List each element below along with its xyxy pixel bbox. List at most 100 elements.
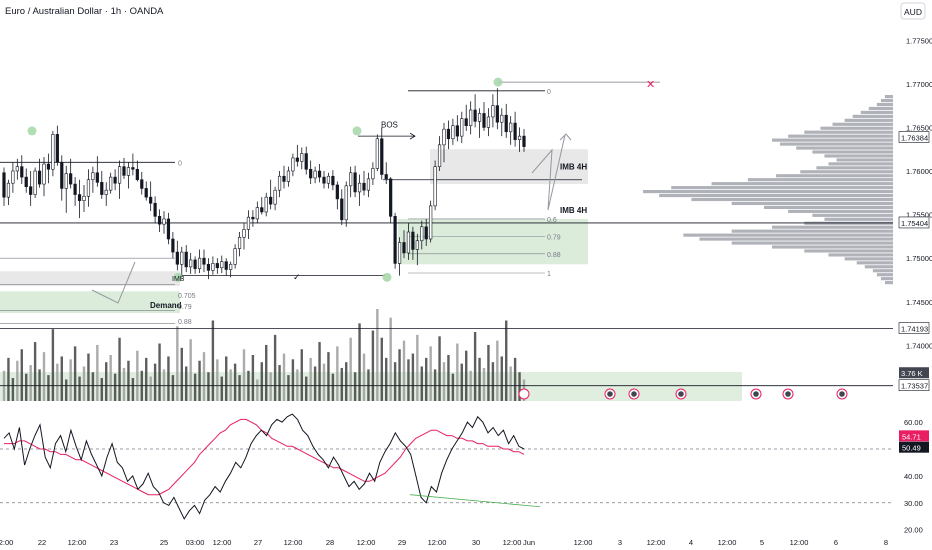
calendar-event-icon[interactable] (604, 388, 616, 400)
profile-bin (820, 126, 893, 130)
candle-body (193, 259, 197, 269)
profile-bin (844, 257, 893, 261)
volume-bar (398, 349, 401, 401)
candle-body (482, 113, 486, 128)
candle (131, 153, 135, 176)
volume-bar (451, 373, 455, 401)
volume-bar (38, 369, 41, 401)
price-marker: 3.76 K (899, 367, 929, 379)
cancel-mark: ✕ (646, 79, 655, 91)
candle (104, 182, 108, 206)
candles-layer (2, 88, 526, 280)
candle-body (500, 114, 504, 123)
candle-body (304, 153, 308, 170)
volume-bar (260, 362, 263, 401)
currency-badge-label: AUD (904, 7, 922, 17)
time-tick-label: 12:00 (718, 538, 737, 547)
event-dot (678, 391, 684, 397)
calendar-event-icon[interactable] (628, 388, 640, 400)
time-axis[interactable]: 2:00 22 12:00 23 25 03:00 12:00 27 12:00 28 12:00 2… (0, 538, 888, 547)
volume-bar (193, 373, 197, 401)
volume-bar (500, 356, 503, 401)
candle (455, 115, 459, 142)
volume-bar (73, 346, 77, 401)
rsi-value-tag: 54.71 (899, 430, 929, 442)
volume-bar (447, 355, 450, 401)
candle (166, 212, 171, 245)
calendar-event-icon[interactable] (836, 388, 848, 400)
price-marker-text: 3.76 K (901, 369, 923, 378)
candle-body (349, 172, 353, 187)
profile-bin (772, 225, 893, 229)
candle (264, 192, 268, 217)
candle-body (197, 257, 202, 269)
calendar-event-icon[interactable] (518, 388, 530, 400)
candle (242, 223, 246, 250)
volume-bar (33, 342, 37, 401)
candle-body (113, 176, 117, 184)
event-markers[interactable] (518, 388, 848, 400)
profile-bin (711, 182, 893, 186)
price-axis[interactable]: 1.77500 1.77000 1.76500 1.76000 1.75500 1.750… (898, 36, 932, 391)
volume-bar (438, 336, 441, 401)
time-tick-label: 12:00 (68, 538, 87, 547)
volume-bar (42, 352, 46, 401)
candle (282, 165, 286, 189)
candle-body (300, 153, 304, 162)
candle (286, 166, 291, 187)
price-marker-text: 1.76384 (901, 134, 928, 143)
volume-bar (345, 362, 348, 401)
volume-bar (118, 337, 121, 401)
candle-body (326, 175, 331, 184)
candle-body (322, 176, 326, 184)
volume-bar (47, 375, 50, 401)
candle-body (237, 236, 242, 249)
time-tick-label: 29 (398, 538, 406, 547)
profile-bin (691, 197, 893, 202)
volume-bar (127, 360, 130, 401)
currency-badge[interactable]: AUD (900, 2, 926, 20)
profile-bin (699, 237, 893, 241)
candle (211, 256, 215, 275)
candle (215, 258, 219, 274)
candle-body (82, 195, 86, 201)
candle (415, 233, 419, 266)
projection-arrowhead (559, 133, 572, 141)
candle (420, 220, 424, 250)
candle (73, 177, 77, 206)
time-tick-label: 25 (160, 538, 168, 547)
candle-body (69, 173, 73, 185)
volume-bar (269, 372, 272, 401)
volume-bar (465, 350, 468, 401)
volume-bar (420, 366, 423, 401)
candle (144, 181, 148, 201)
calendar-event-icon[interactable] (675, 388, 687, 400)
profile-bin (880, 277, 893, 281)
candle-body (420, 226, 424, 242)
calendar-event-icon[interactable] (782, 388, 794, 400)
fib-label: 0.88 (178, 319, 192, 326)
fib-label: 0.705 (178, 293, 196, 300)
candle-body (251, 216, 255, 220)
candle-body (215, 263, 219, 269)
volume-bar (29, 365, 32, 401)
time-tick-label: 12:00 (574, 538, 593, 547)
candle-body (473, 109, 477, 122)
calendar-event-icon[interactable] (750, 388, 762, 400)
price-marker-bg (898, 216, 930, 229)
candle-body (117, 166, 122, 184)
candle-body (55, 134, 59, 163)
candle (153, 196, 157, 224)
candle (504, 103, 508, 138)
candle (366, 172, 371, 198)
candle-body (60, 161, 64, 189)
candle-body (455, 125, 459, 137)
volume-bar (429, 346, 432, 401)
profile-bin (884, 281, 893, 285)
candle (69, 158, 73, 189)
volume-bar (309, 357, 312, 401)
volume-bar (282, 353, 286, 401)
profile-bin (776, 174, 893, 178)
candle-body (362, 182, 366, 191)
